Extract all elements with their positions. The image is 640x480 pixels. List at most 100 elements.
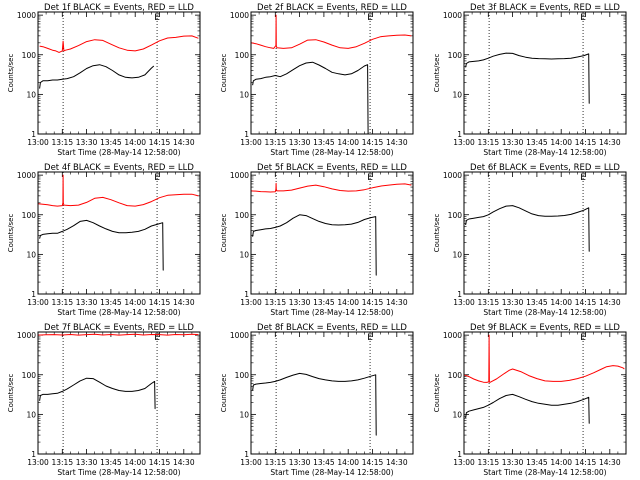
lld-series-line bbox=[37, 333, 199, 336]
events-series-line bbox=[465, 205, 590, 252]
events-series-line bbox=[465, 52, 590, 104]
x-tick-label: 14:30 bbox=[386, 458, 408, 467]
x-tick-label: 13:00 bbox=[27, 138, 49, 147]
x-tick-label: 13:30 bbox=[502, 138, 524, 147]
x-tick-label: 13:45 bbox=[526, 298, 548, 307]
y-tick-label: 1000 bbox=[17, 331, 36, 340]
y-tick-label: 10 bbox=[239, 410, 249, 419]
x-tick-label: 14:15 bbox=[575, 298, 597, 307]
x-tick-label: 14:15 bbox=[149, 298, 171, 307]
x-tick-label: 13:45 bbox=[100, 458, 122, 467]
y-tick-label: 1 bbox=[244, 290, 249, 299]
x-tick-label: 13:00 bbox=[240, 138, 262, 147]
time-marker-label: E bbox=[367, 13, 373, 23]
detector-panel-1: Det 1f BLACK = Events, RED = LLD 1 10 100 10… bbox=[7, 3, 201, 157]
y-axis-label: Counts/sec bbox=[433, 54, 441, 93]
x-tick-label: 13:30 bbox=[289, 298, 311, 307]
plot-frame bbox=[37, 11, 201, 135]
time-marker-label: E bbox=[154, 173, 160, 183]
plot-frame bbox=[250, 171, 414, 295]
y-tick-label: 1 bbox=[31, 290, 36, 299]
x-tick-label: 14:15 bbox=[149, 458, 171, 467]
x-tick-label: 13:45 bbox=[526, 458, 548, 467]
x-axis-label: Start Time (28-May-14 12:58:00) bbox=[57, 148, 180, 157]
plot-frame bbox=[463, 171, 627, 295]
x-axis-label: Start Time (28-May-14 12:58:00) bbox=[270, 468, 393, 477]
x-axis-label: Start Time (28-May-14 12:58:00) bbox=[270, 308, 393, 317]
x-tick-label: 14:30 bbox=[599, 298, 621, 307]
y-axis-label: Counts/sec bbox=[433, 374, 441, 413]
y-axis-label: Counts/sec bbox=[220, 214, 228, 253]
x-tick-label: 13:45 bbox=[313, 138, 335, 147]
panel-title: Det 5f BLACK = Events, RED = LLD bbox=[257, 163, 407, 173]
y-tick-label: 1000 bbox=[230, 171, 249, 180]
y-tick-label: 100 bbox=[235, 51, 250, 60]
x-axis-label: Start Time (28-May-14 12:58:00) bbox=[483, 468, 606, 477]
x-tick-label: 14:15 bbox=[362, 458, 384, 467]
x-axis-label: Start Time (28-May-14 12:58:00) bbox=[57, 468, 180, 477]
panel-title: Det 7f BLACK = Events, RED = LLD bbox=[44, 323, 194, 333]
x-tick-label: 13:45 bbox=[100, 298, 122, 307]
events-series-line bbox=[39, 64, 155, 89]
x-tick-label: 13:15 bbox=[264, 298, 286, 307]
plot-frame bbox=[250, 11, 414, 135]
lld-series-line bbox=[37, 174, 199, 207]
x-tick-label: 14:00 bbox=[124, 138, 146, 147]
y-tick-label: 100 bbox=[235, 211, 250, 220]
x-tick-label: 14:15 bbox=[362, 298, 384, 307]
y-tick-label: 1000 bbox=[230, 11, 249, 20]
x-tick-label: 14:30 bbox=[386, 138, 408, 147]
y-tick-label: 10 bbox=[26, 410, 36, 419]
panel-title: Det 6f BLACK = Events, RED = LLD bbox=[470, 163, 620, 173]
x-axis-label: Start Time (28-May-14 12:58:00) bbox=[483, 148, 606, 157]
plot-frame bbox=[250, 331, 414, 455]
x-tick-label: 13:30 bbox=[502, 458, 524, 467]
x-tick-label: 13:30 bbox=[289, 138, 311, 147]
x-tick-label: 13:15 bbox=[264, 458, 286, 467]
y-tick-label: 1000 bbox=[17, 171, 36, 180]
y-tick-label: 10 bbox=[452, 410, 462, 419]
panel-title: Det 3f BLACK = Events, RED = LLD bbox=[470, 3, 620, 13]
y-axis-label: Counts/sec bbox=[433, 214, 441, 253]
events-series-line bbox=[465, 393, 590, 424]
y-tick-label: 100 bbox=[448, 51, 463, 60]
x-axis-label: Start Time (28-May-14 12:58:00) bbox=[270, 148, 393, 157]
y-tick-label: 100 bbox=[22, 51, 37, 60]
events-series-line bbox=[252, 61, 369, 135]
detector-panel-5: Det 5f BLACK = Events, RED = LLD 1 10 100 10… bbox=[220, 163, 414, 317]
x-tick-label: 14:15 bbox=[362, 138, 384, 147]
x-tick-label: 13:15 bbox=[477, 298, 499, 307]
x-tick-label: 14:30 bbox=[173, 458, 195, 467]
detector-panel-7: Det 7f BLACK = Events, RED = LLD 1 10 100 10… bbox=[7, 323, 201, 477]
panel-title: Det 4f BLACK = Events, RED = LLD bbox=[44, 163, 194, 173]
x-tick-label: 14:30 bbox=[599, 138, 621, 147]
time-marker-label: E bbox=[580, 13, 586, 23]
plot-frame bbox=[37, 331, 201, 455]
y-tick-label: 1 bbox=[457, 130, 462, 139]
x-tick-label: 14:15 bbox=[575, 138, 597, 147]
y-tick-label: 10 bbox=[239, 250, 249, 259]
events-series-line bbox=[39, 219, 164, 271]
lld-series-line bbox=[250, 182, 412, 193]
y-axis-label: Counts/sec bbox=[7, 54, 15, 93]
x-tick-label: 13:00 bbox=[27, 298, 49, 307]
time-marker-label: E bbox=[580, 333, 586, 343]
plot-frame bbox=[37, 171, 201, 295]
panel-title: Det 8f BLACK = Events, RED = LLD bbox=[257, 323, 407, 333]
x-tick-label: 13:00 bbox=[27, 458, 49, 467]
y-axis-label: Counts/sec bbox=[220, 374, 228, 413]
x-tick-label: 13:15 bbox=[477, 138, 499, 147]
events-series-line bbox=[39, 377, 156, 410]
y-tick-label: 1000 bbox=[443, 11, 462, 20]
lld-series-line bbox=[39, 35, 199, 53]
x-tick-label: 14:30 bbox=[173, 298, 195, 307]
y-axis-label: Counts/sec bbox=[7, 214, 15, 253]
y-tick-label: 100 bbox=[22, 211, 37, 220]
time-marker-label: E bbox=[367, 333, 373, 343]
x-tick-label: 14:30 bbox=[386, 298, 408, 307]
time-marker-label: E bbox=[154, 333, 160, 343]
x-tick-label: 14:00 bbox=[550, 138, 572, 147]
x-tick-label: 13:30 bbox=[502, 298, 524, 307]
y-tick-label: 10 bbox=[452, 90, 462, 99]
